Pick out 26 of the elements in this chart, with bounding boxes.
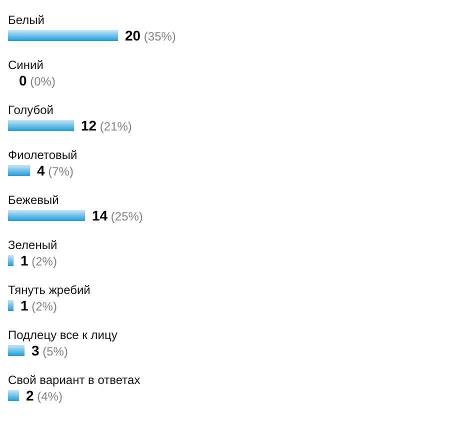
bar: [8, 300, 14, 311]
y-tick-label: Белый: [8, 13, 44, 27]
bar: [8, 120, 74, 131]
bar: [8, 30, 118, 41]
y-tick-label: Бежевый: [8, 193, 59, 207]
y-tick-label: Фиолетовый: [8, 148, 78, 162]
y-tick-label: Свой вариант в ответах: [8, 373, 140, 387]
data-label: 12 (21%): [81, 118, 132, 134]
bar: [8, 345, 24, 356]
data-label: 20 (35%): [125, 28, 176, 44]
bar: [8, 210, 85, 221]
y-tick-label: Зеленый: [8, 238, 58, 252]
data-label: 3 (5%): [32, 342, 68, 358]
data-label: 14 (25%): [92, 208, 143, 224]
y-tick-label: Синий: [8, 58, 44, 72]
y-tick-label: Голубой: [8, 103, 54, 117]
bar: [8, 165, 30, 176]
y-tick-label: Тянуть жребий: [8, 283, 90, 297]
data-label: 1 (2%): [20, 298, 57, 314]
data-label: 1 (2%): [20, 252, 57, 268]
y-tick-label: Подлецу все к лицу: [8, 328, 118, 342]
bar: [8, 390, 19, 401]
data-label: 4 (7%): [37, 162, 74, 178]
data-label: 0 (0%): [19, 72, 56, 88]
data-label: 2 (4%): [26, 388, 62, 404]
bar: [8, 255, 14, 266]
